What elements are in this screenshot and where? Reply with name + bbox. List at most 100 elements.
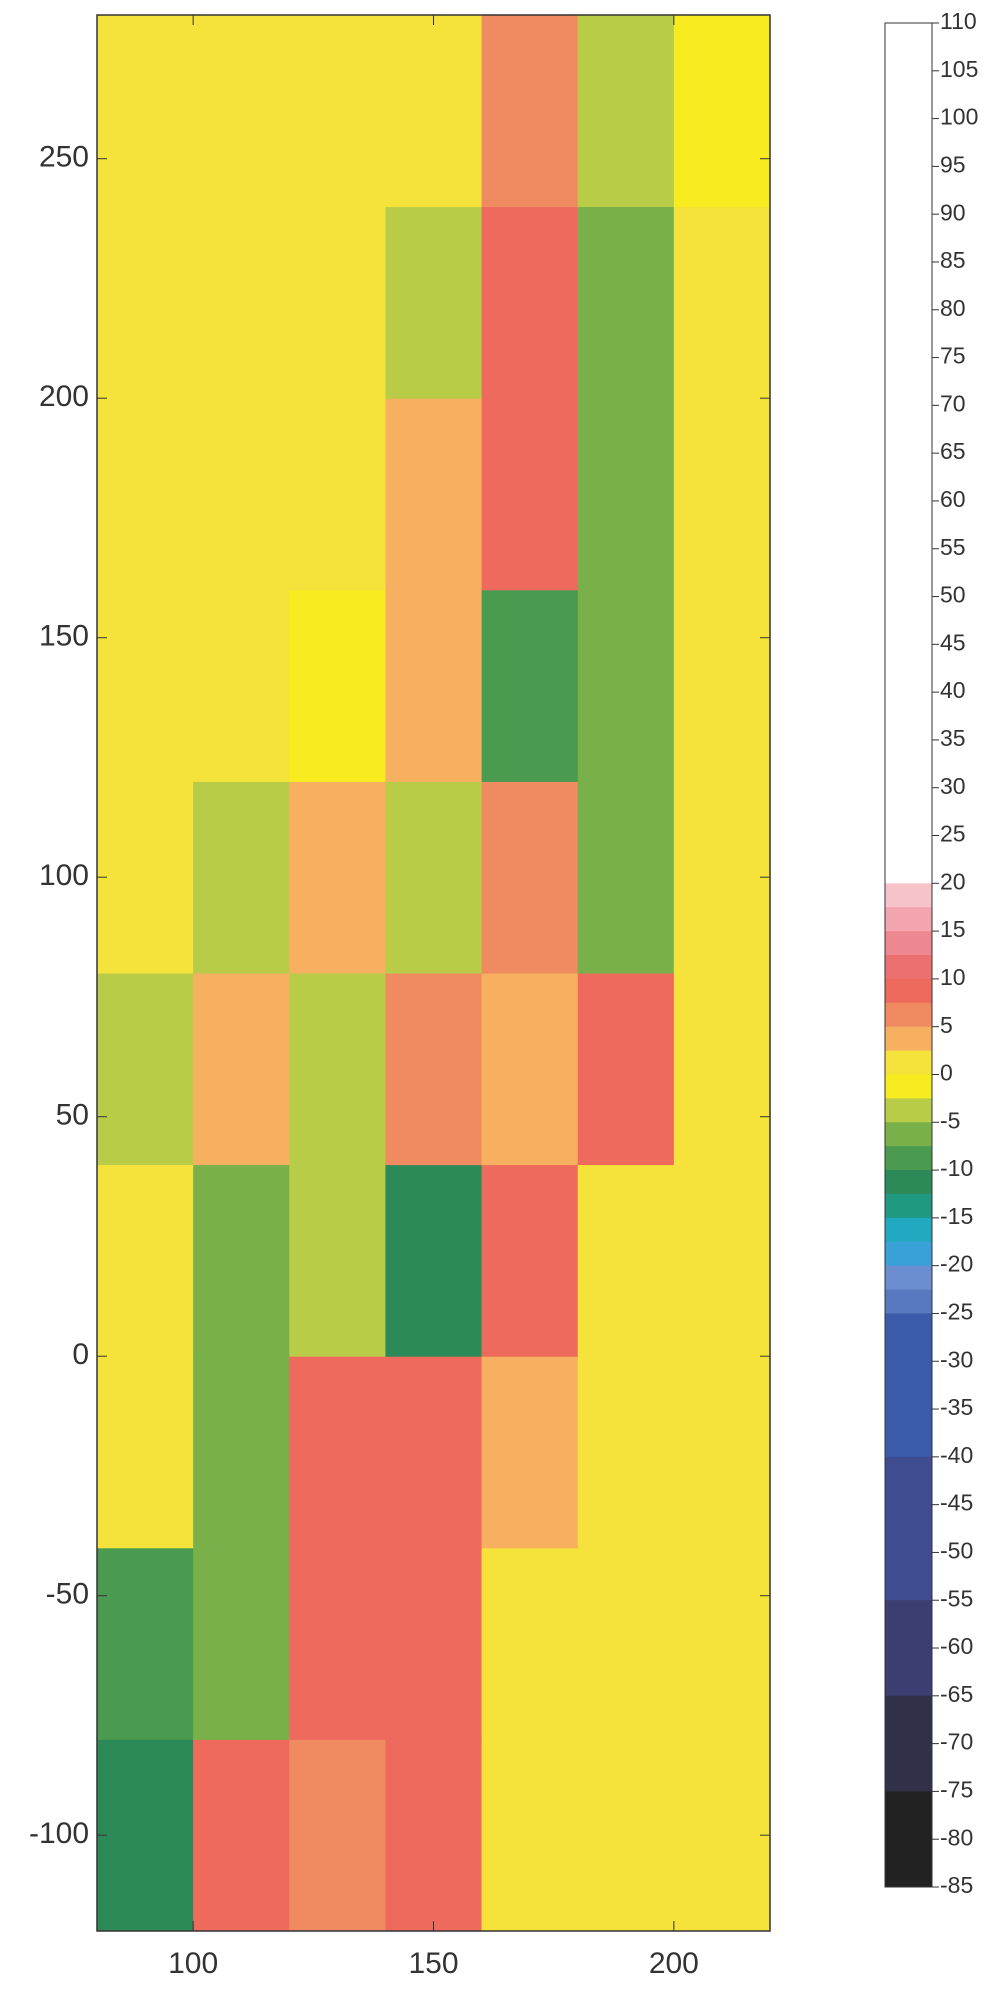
colorbar-tick-label: 95 [940,151,966,177]
heat-cell [385,1164,483,1357]
colorbar-band [885,1193,932,1219]
heat-cell [97,1739,194,1932]
colorbar-tick-label: 65 [940,438,966,464]
heat-cell [289,589,386,782]
colorbar-band [885,1002,932,1028]
colorbar-tick-label: -40 [940,1442,973,1468]
colorbar-band [885,1146,932,1171]
colorbar-tick-label: 45 [940,629,966,655]
heat-cell [289,1547,386,1740]
colorbar-band [885,883,932,908]
y-tick-label: 50 [56,1099,89,1132]
colorbar-tick-label: -65 [940,1681,973,1707]
heat-cell [481,1739,579,1932]
x-tick-label: 100 [168,1947,218,1980]
colorbar-tick-label: -20 [940,1251,973,1277]
colorbar-tick-label: -30 [940,1346,973,1372]
colorbar-tick-label: -45 [940,1490,973,1516]
colorbar-tick-label: 100 [940,104,978,130]
colorbar-tick-label: 5 [940,1012,953,1038]
colorbar-tick-label: 75 [940,343,966,369]
heat-cell [97,1356,194,1549]
heat-cell [673,15,771,208]
heat-cell [289,15,386,208]
colorbar-band [885,1456,932,1601]
colorbar-tick-label: 110 [940,8,977,34]
heat-cell [673,206,771,399]
heat-cell [193,781,290,974]
heat-cell [385,1547,483,1740]
heat-cell [385,589,483,782]
colorbar-tick-label: 25 [940,821,966,847]
colorbar-tick-label: 60 [940,486,966,512]
colorbar-tick-label: -10 [940,1155,973,1181]
heat-cell [97,398,194,591]
heat-cell [289,1739,386,1932]
colorbar-tick-label: -75 [940,1776,973,1802]
heat-cell [289,1356,386,1549]
colorbar-tick-label: 0 [940,1060,953,1086]
colorbar-band [885,1265,932,1291]
heat-cell [481,1164,579,1357]
colorbar-tick-label: 30 [940,773,966,799]
colorbar-tick-label: -50 [940,1538,973,1564]
y-tick-label: 250 [39,141,89,174]
heat-cell [577,973,675,1166]
heat-cell [289,1164,386,1357]
heat-cell [97,1164,194,1357]
heat-cell [577,1547,675,1740]
colorbar-tick-label: -5 [940,1107,960,1133]
heat-cell [481,973,579,1166]
colorbar-band [885,1098,932,1123]
heat-cell [577,781,675,974]
heat-cell [481,1547,579,1740]
heat-cell [673,398,771,591]
heat-cell [193,1164,290,1357]
colorbar-band [885,907,932,932]
colorbar-frame [884,22,933,1888]
colorbar-band [885,1241,932,1267]
colorbar-band [885,1695,932,1792]
heat-cell [481,206,579,399]
heat-cell [577,398,675,591]
colorbar-tick-label: -85 [940,1872,973,1898]
heat-cell [289,206,386,399]
y-tick-label: 200 [39,380,89,413]
heat-cell [193,973,290,1166]
colorbar-tick-label: 40 [940,677,966,703]
heat-cell [97,973,194,1166]
heat-cell [577,589,675,782]
colorbar-band [885,1170,932,1195]
colorbar-band [885,1791,932,1888]
colorbar-tick-label: 50 [940,582,966,608]
heat-cell [97,206,194,399]
colorbar-band [885,23,932,884]
heat-cell [673,589,771,782]
y-tick-label: 100 [39,859,89,892]
heat-cell [193,1547,290,1740]
colorbar-band [885,1074,932,1099]
colorbar-tick-label: 70 [940,390,966,416]
heat-cell [193,1739,290,1932]
heat-cell [289,398,386,591]
colorbar-tick-label: -60 [940,1633,973,1659]
heat-cell [193,15,290,208]
heat-cell [385,781,483,974]
heat-cell [481,1356,579,1549]
colorbar-tick-label: 20 [940,868,966,894]
heat-cell [97,589,194,782]
colorbar-tick-label: 10 [940,964,966,990]
colorbar-band [885,1313,932,1458]
heat-cell [97,1547,194,1740]
heat-cell [481,589,579,782]
x-tick-label: 200 [649,1947,699,1980]
heat-cell [193,206,290,399]
heat-cell [97,781,194,974]
colorbar-tick-label: -55 [940,1585,973,1611]
colorbar-band [885,1289,932,1314]
heat-cell [673,1164,771,1357]
colorbar-band [885,1122,932,1147]
heat-cell [97,15,194,208]
